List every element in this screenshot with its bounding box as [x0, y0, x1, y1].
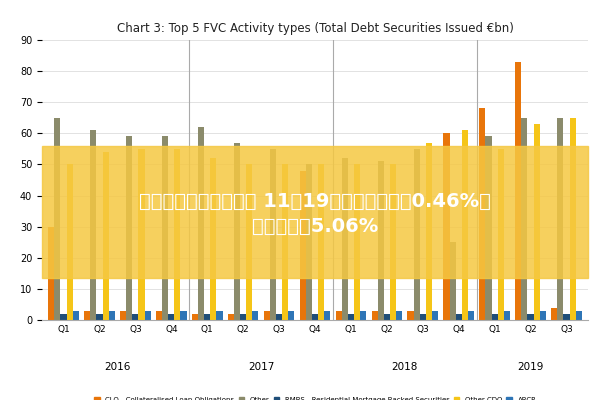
Bar: [73, 311, 79, 320]
Bar: [246, 164, 253, 320]
Bar: [139, 149, 145, 320]
Bar: [306, 164, 312, 320]
Bar: [504, 311, 510, 320]
Bar: [204, 314, 210, 320]
Bar: [539, 311, 546, 320]
Bar: [557, 118, 563, 320]
Bar: [497, 149, 504, 320]
Bar: [563, 314, 569, 320]
Bar: [133, 314, 139, 320]
Bar: [443, 133, 449, 320]
Bar: [533, 124, 539, 320]
Bar: [120, 311, 126, 320]
Bar: [354, 164, 360, 320]
Bar: [485, 136, 491, 320]
Legend: CLO - Collateralised Loan Obligations, Other, RMBS - Residential Mortgage Backed: CLO - Collateralised Loan Obligations, O…: [91, 394, 539, 400]
Bar: [384, 314, 390, 320]
Bar: [342, 158, 348, 320]
Bar: [240, 314, 246, 320]
Bar: [175, 149, 181, 320]
Bar: [192, 314, 198, 320]
Bar: [371, 311, 377, 320]
Title: Chart 3: Top 5 FVC Activity types (Total Debt Securities Issued €bn): Chart 3: Top 5 FVC Activity types (Total…: [116, 22, 514, 35]
Bar: [168, 314, 175, 320]
Bar: [126, 136, 133, 320]
Bar: [55, 118, 61, 320]
Bar: [449, 242, 455, 320]
Bar: [491, 314, 497, 320]
Bar: [396, 311, 402, 320]
Bar: [455, 314, 462, 320]
Bar: [109, 311, 115, 320]
Bar: [145, 311, 151, 320]
Bar: [390, 164, 396, 320]
Bar: [515, 62, 521, 320]
Bar: [91, 130, 97, 320]
Bar: [276, 314, 282, 320]
Bar: [61, 314, 67, 320]
Bar: [288, 311, 295, 320]
Bar: [264, 311, 270, 320]
Bar: [156, 311, 162, 320]
Bar: [551, 308, 557, 320]
Bar: [324, 311, 330, 320]
Bar: [162, 136, 168, 320]
Bar: [432, 311, 438, 320]
Bar: [527, 314, 533, 320]
Bar: [67, 164, 73, 320]
Bar: [420, 314, 426, 320]
Bar: [42, 146, 588, 278]
Bar: [348, 314, 354, 320]
Bar: [521, 118, 527, 320]
Bar: [479, 108, 485, 320]
Bar: [103, 152, 109, 320]
Text: 杭州股票期货配资公司 11月19日友发转傘上涨0.46%，
转股溢价率5.06%: 杭州股票期货配资公司 11月19日友发转傘上涨0.46%， 转股溢价率5.06%: [139, 192, 491, 236]
Bar: [312, 314, 318, 320]
Bar: [468, 311, 474, 320]
Bar: [48, 227, 55, 320]
Bar: [253, 311, 259, 320]
Bar: [407, 311, 413, 320]
Bar: [217, 311, 223, 320]
Bar: [228, 314, 234, 320]
Bar: [282, 164, 288, 320]
Bar: [234, 143, 240, 320]
Bar: [318, 164, 324, 320]
Bar: [300, 171, 306, 320]
Text: 2018: 2018: [392, 362, 418, 372]
Text: 2017: 2017: [248, 362, 274, 372]
Bar: [462, 130, 468, 320]
Bar: [575, 311, 582, 320]
Bar: [210, 158, 217, 320]
Text: 2019: 2019: [517, 362, 544, 372]
Bar: [335, 311, 342, 320]
Bar: [377, 161, 384, 320]
Bar: [84, 311, 91, 320]
Bar: [413, 149, 420, 320]
Bar: [360, 311, 366, 320]
Bar: [198, 127, 204, 320]
Bar: [97, 314, 103, 320]
Text: 2016: 2016: [104, 362, 131, 372]
Bar: [181, 311, 187, 320]
Bar: [270, 149, 276, 320]
Bar: [426, 143, 432, 320]
Bar: [569, 118, 575, 320]
